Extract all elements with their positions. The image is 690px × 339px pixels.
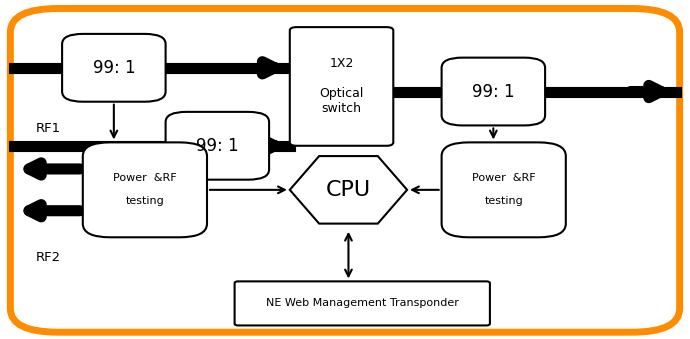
- FancyBboxPatch shape: [10, 8, 680, 332]
- Text: Power  &RF

testing: Power &RF testing: [472, 173, 535, 206]
- Text: 99: 1: 99: 1: [196, 137, 239, 155]
- FancyBboxPatch shape: [442, 142, 566, 237]
- FancyBboxPatch shape: [62, 34, 166, 102]
- Text: 99: 1: 99: 1: [92, 59, 135, 77]
- FancyBboxPatch shape: [290, 27, 393, 146]
- Text: RF1: RF1: [36, 122, 61, 135]
- Text: RF2: RF2: [36, 251, 61, 264]
- Text: 99: 1: 99: 1: [472, 82, 515, 101]
- Text: 1X2

Optical
switch: 1X2 Optical switch: [319, 57, 364, 116]
- FancyBboxPatch shape: [83, 142, 207, 237]
- Text: NE Web Management Transponder: NE Web Management Transponder: [266, 298, 459, 308]
- Text: Power  &RF

testing: Power &RF testing: [113, 173, 177, 206]
- FancyBboxPatch shape: [442, 58, 545, 125]
- Polygon shape: [290, 156, 407, 224]
- Text: CPU: CPU: [326, 180, 371, 200]
- FancyBboxPatch shape: [166, 112, 269, 180]
- FancyBboxPatch shape: [235, 281, 490, 325]
